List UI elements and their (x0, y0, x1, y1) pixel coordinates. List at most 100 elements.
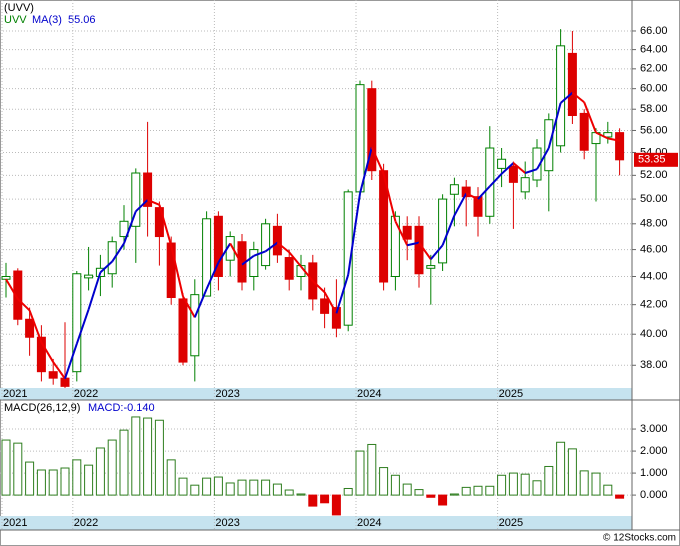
y-tick-label: 44.00 (640, 270, 668, 282)
ma-line (111, 242, 125, 263)
macd-bar (284, 489, 294, 496)
footer: © 12Stocks.com (603, 533, 676, 544)
candle-body (72, 273, 82, 373)
ma-line (571, 91, 585, 104)
ma-line (300, 265, 314, 282)
ma-line (276, 241, 290, 253)
ma-line (583, 101, 597, 133)
ma-line (312, 280, 326, 293)
ma-line (323, 291, 338, 314)
ma-line (158, 204, 173, 246)
macd-bar (95, 447, 105, 496)
x-tick-label: 2022 (74, 388, 98, 400)
ma-line (193, 288, 208, 318)
candle-body (343, 191, 353, 326)
candle-body (202, 218, 212, 297)
macd-bar (249, 479, 259, 496)
macd-bar (508, 472, 518, 496)
macd-bar (119, 429, 129, 496)
ma-line (229, 242, 243, 266)
macd-bar (473, 485, 483, 496)
ma-line (547, 102, 562, 149)
ma-line (347, 193, 361, 275)
candle-body (84, 274, 94, 279)
candle-body (190, 294, 200, 357)
ma-line (288, 251, 302, 268)
macd-bar (343, 487, 353, 496)
macd-bar (579, 470, 589, 496)
ma-line (253, 250, 266, 257)
y-tick-label: 64.00 (640, 44, 668, 56)
macd-bar (166, 459, 176, 496)
ma-line (75, 309, 90, 345)
candle-body (390, 215, 400, 277)
macd-bar (25, 461, 35, 496)
x-tick-label: 2025 (499, 388, 523, 400)
macd-bar (13, 442, 23, 496)
panel-title: MACD(26,12,9) (4, 402, 80, 414)
ma-line (607, 137, 620, 142)
candle-body (166, 242, 176, 298)
ma-line (265, 241, 278, 253)
macd-bar (390, 474, 400, 496)
ma-line (394, 220, 409, 246)
ma-line (87, 272, 102, 310)
candle-body (143, 172, 153, 207)
candle-body (449, 184, 459, 195)
candle-body (473, 196, 483, 217)
ma-line (500, 162, 515, 175)
macd-bar (567, 448, 577, 496)
macd-bar (84, 464, 94, 496)
y-tick-label: 3.000 (640, 423, 668, 435)
candle-body (556, 45, 566, 147)
ma-line (359, 146, 373, 194)
macd-bar (72, 459, 82, 496)
macd-bar (426, 494, 436, 498)
macd-bar (36, 469, 46, 496)
ma-line (441, 215, 456, 246)
ma-line (52, 361, 66, 380)
candle-body (615, 132, 625, 161)
y-tick-label: 48.00 (640, 218, 668, 230)
candle-body (402, 225, 412, 240)
candle-body (414, 225, 424, 275)
ma-line (99, 260, 113, 274)
ma-line (559, 91, 574, 104)
y-tick-label: 58.00 (640, 103, 668, 115)
macd-bar (48, 469, 58, 496)
ma-line (524, 168, 538, 174)
macd-bar (497, 474, 507, 496)
ma-line (406, 241, 420, 247)
candle-body (520, 177, 530, 193)
x-tick-label: 2024 (357, 388, 381, 400)
ma-line (5, 278, 19, 300)
macd-bar (402, 483, 412, 496)
macd-bar (544, 465, 554, 496)
x-tick-label: 2023 (215, 517, 239, 529)
macd-bar (178, 477, 188, 496)
y-tick-label: 66.00 (640, 25, 668, 37)
x-tick-label: 2021 (3, 517, 27, 529)
x-tick-label: 2021 (3, 388, 27, 400)
candle-body (367, 88, 377, 172)
candle-body (497, 158, 507, 169)
y-tick-label: 2.000 (640, 445, 668, 457)
macd-bar (355, 450, 365, 496)
ma-line (64, 343, 78, 379)
panel-value: MACD:-0.140 (88, 402, 155, 414)
ma-line (241, 254, 255, 266)
last-price-box (634, 152, 678, 167)
y-tick-label: 38.00 (640, 359, 668, 371)
ma-line (489, 173, 503, 187)
x-axis-band (0, 388, 632, 400)
ma-line (512, 162, 526, 174)
ma-line (147, 199, 160, 206)
y-tick-label: 56.00 (640, 124, 668, 136)
ma-line (477, 185, 491, 200)
x-tick-label: 2024 (357, 517, 381, 529)
candle-body (284, 257, 294, 280)
ma-line (370, 146, 385, 175)
candle-body (461, 186, 471, 198)
macd-bar (225, 482, 235, 496)
macd-bar (449, 493, 459, 496)
